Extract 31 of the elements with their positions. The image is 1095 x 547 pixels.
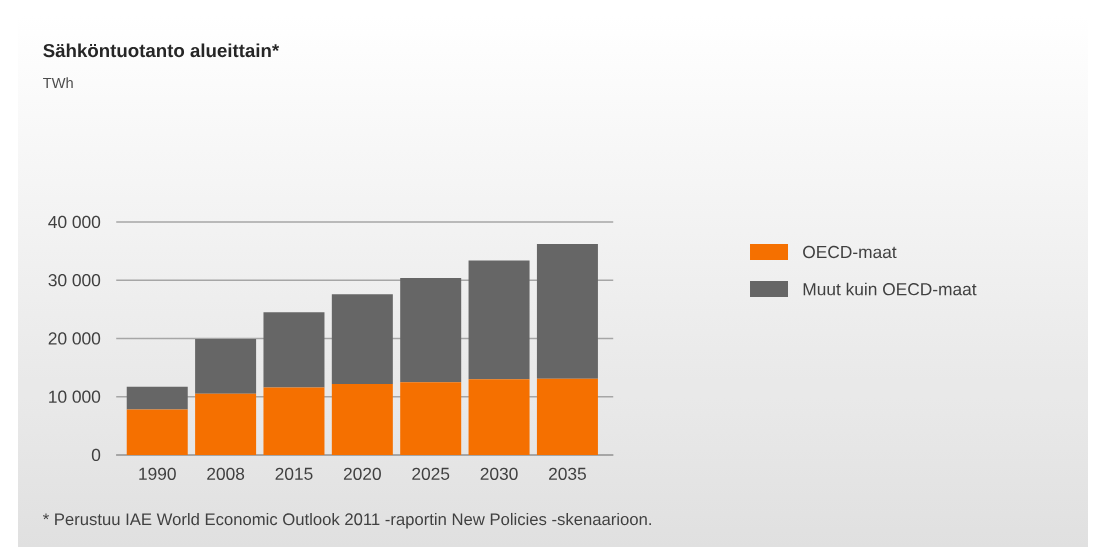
bar [331, 383, 393, 455]
x-tick-label: 2020 [343, 467, 381, 480]
x-tick-label: 1990 [139, 467, 176, 480]
bar [126, 386, 188, 410]
bar [195, 393, 257, 455]
bar [263, 312, 325, 388]
bar [331, 294, 393, 384]
legend-label: OECD-maat [803, 245, 897, 259]
x-tick-label: 2008 [207, 467, 245, 480]
bar [263, 387, 325, 455]
y-tick-label: 20 000 [48, 332, 101, 345]
text: * Perustuu IAE World Economic Outlook 2011 -raportin New Policies -skenaarioon. [42, 512, 651, 529]
chart-subtitle: TWh [43, 77, 73, 88]
legend-label: Muut kuin OECD-maat [803, 282, 977, 296]
bar [468, 379, 530, 455]
y-tick-label: 0 [91, 448, 101, 462]
bar [400, 382, 462, 455]
x-tick-label: 2025 [412, 467, 450, 480]
bar [195, 339, 257, 394]
bar [536, 378, 598, 455]
x-tick-label: 2015 [275, 467, 313, 480]
x-tick-label: 2035 [549, 467, 586, 480]
y-tick-label: 40 000 [48, 215, 101, 229]
bar [468, 260, 530, 380]
y-tick-label: 30 000 [48, 274, 101, 287]
chart-title: Sähköntuotanto alueittain* [43, 43, 280, 58]
bar [536, 244, 598, 379]
bar [400, 277, 462, 383]
x-tick-label: 2030 [480, 467, 518, 480]
y-tick-label: 10 000 [49, 390, 101, 403]
bar [126, 409, 188, 455]
